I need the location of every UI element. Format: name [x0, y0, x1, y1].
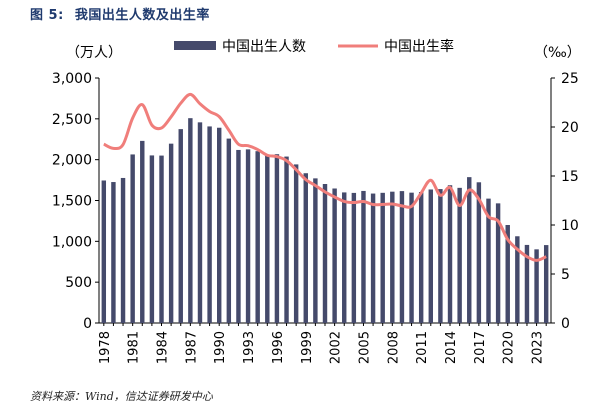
bar-2011: [418, 192, 424, 323]
bar-1986: [178, 129, 183, 323]
bar-2007: [380, 192, 385, 323]
left-tick-label: 2,500: [52, 112, 92, 128]
bar-1981: [130, 154, 135, 323]
left-tick-label: 500: [65, 275, 92, 291]
bar-2004: [351, 192, 357, 323]
bar-1982: [140, 140, 145, 323]
right-tick-label: 0: [561, 316, 570, 332]
bar-2005: [361, 190, 366, 323]
bar-1979: [111, 182, 116, 323]
bar-2006: [370, 193, 376, 323]
bar-1992: [236, 149, 241, 323]
x-tick-label: 2023: [531, 331, 546, 364]
right-tick-label: 20: [561, 120, 579, 136]
birth-rate-line: [103, 92, 547, 262]
bar-2019: [495, 203, 501, 323]
bar-2009: [399, 191, 405, 323]
x-tick-label: 1984: [156, 331, 171, 364]
left-axis-unit: （万人）: [66, 45, 122, 61]
x-tick-label: 1999: [300, 331, 315, 364]
bar-1996: [274, 154, 280, 323]
bar-2015: [457, 187, 462, 323]
bar-1993: [245, 149, 251, 323]
bar-2014: [447, 185, 453, 323]
figure-caption: 我国出生人数及出生率: [74, 8, 210, 23]
left-tick-label: 1,500: [52, 194, 92, 210]
x-tick-label: 2011: [415, 331, 430, 364]
bar-1983: [149, 155, 155, 323]
bar-1984: [159, 155, 164, 323]
right-tick-label: 10: [561, 218, 579, 234]
x-tick-label: 2020: [502, 331, 517, 364]
bar-2018: [486, 198, 491, 323]
right-tick-label: 5: [561, 267, 570, 283]
bar-1995: [265, 154, 270, 323]
bar-2008: [390, 191, 395, 323]
bar-2012: [428, 189, 433, 323]
bar-1991: [226, 138, 232, 323]
bar-2021: [515, 236, 520, 323]
bar-2013: [438, 189, 443, 323]
bar-2022: [524, 244, 530, 323]
bar-1994: [255, 151, 260, 323]
legend-label-rate: 中国出生率: [384, 38, 454, 55]
x-tick-label: 1987: [184, 331, 199, 364]
bar-2020: [505, 225, 510, 323]
bar-1997: [284, 156, 289, 323]
left-tick-label: 2,000: [52, 153, 92, 169]
x-tick-label: 2014: [444, 331, 459, 364]
bar-1990: [217, 127, 222, 323]
bar-1999: [303, 173, 308, 323]
bar-1980: [120, 177, 126, 323]
left-tick-label: 1,000: [52, 234, 92, 250]
legend-swatch-births: [174, 41, 216, 50]
bar-1998: [293, 164, 299, 323]
x-tick-label: 2017: [473, 331, 488, 364]
right-tick-label: 15: [561, 169, 579, 185]
bar-2000: [313, 178, 318, 323]
bar-1985: [168, 143, 174, 323]
bar-2016: [467, 177, 472, 323]
bar-2023: [534, 249, 539, 323]
bar-2003: [342, 192, 347, 323]
bar-2017: [476, 182, 482, 323]
bar-2002: [332, 188, 337, 323]
left-tick-label: 0: [83, 316, 92, 332]
source-note: 资料来源：Wind，信达证券研发中心: [30, 390, 213, 403]
bar-2001: [322, 184, 328, 323]
left-tick-label: 3,000: [52, 71, 92, 87]
x-tick-label: 1996: [271, 331, 286, 364]
right-axis-unit: （‰）: [534, 45, 581, 61]
legend-label-births: 中国出生人数: [222, 39, 306, 55]
figure-title: 图 5: 我国出生人数及出生率: [30, 4, 210, 23]
x-tick-label: 1978: [98, 331, 113, 364]
x-tick-label: 2002: [329, 331, 344, 364]
x-tick-label: 1990: [213, 331, 228, 364]
bar-1989: [207, 126, 212, 323]
x-tick-label: 2008: [386, 331, 401, 364]
x-tick-label: 1981: [127, 331, 142, 364]
bar-2024: [543, 245, 549, 323]
bar-1988: [197, 122, 203, 323]
right-tick-label: 25: [561, 71, 579, 87]
figure-number: 图 5:: [30, 8, 64, 23]
bar-1987: [188, 118, 193, 324]
bar-1978: [101, 180, 107, 323]
x-tick-label: 1993: [242, 331, 257, 364]
x-tick-label: 2005: [357, 331, 372, 364]
bar-2010: [409, 192, 414, 323]
